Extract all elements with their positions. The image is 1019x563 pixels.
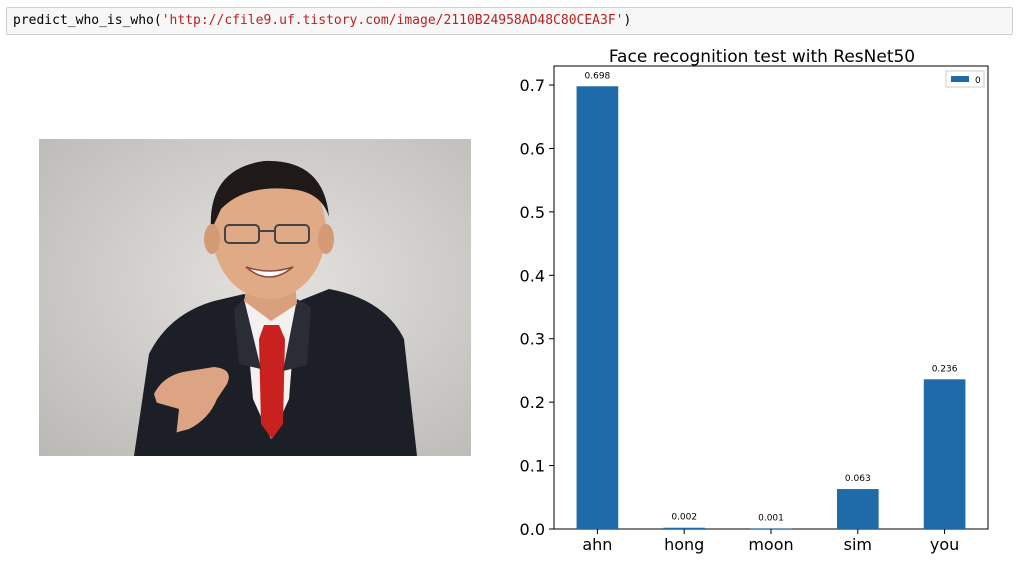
y-tick-label: 0.6 bbox=[520, 139, 545, 158]
data-label-hong: 0.002 bbox=[671, 513, 697, 523]
y-axis: 0.0 0.1 0.2 0.3 0.4 0.5 0.6 0.7 bbox=[520, 76, 554, 539]
y-tick-label: 0.5 bbox=[520, 203, 545, 222]
y-tick-label: 0.3 bbox=[520, 330, 545, 349]
legend-swatch bbox=[951, 76, 969, 82]
data-label-ahn: 0.698 bbox=[585, 71, 611, 81]
code-cell-input[interactable]: predict_who_is_who('http://cfile9.uf.tis… bbox=[6, 7, 1013, 35]
bar-sim bbox=[836, 489, 879, 529]
data-label-moon: 0.001 bbox=[758, 513, 784, 523]
x-tick-label-moon: moon bbox=[748, 535, 793, 554]
legend-label: 0 bbox=[975, 76, 981, 86]
plot-area-frame bbox=[553, 65, 989, 530]
x-tick-label-hong: hong bbox=[664, 535, 704, 554]
y-tick-label: 0.4 bbox=[520, 266, 545, 285]
code-function-call: predict_who_is_who( bbox=[13, 13, 162, 28]
y-tick-label: 0.2 bbox=[520, 393, 545, 412]
code-closing-paren: ) bbox=[623, 13, 632, 28]
face-photo bbox=[39, 139, 471, 456]
data-label-you: 0.236 bbox=[932, 364, 958, 374]
bars-group: 0.698 0.002 0.001 0.063 0.236 bbox=[576, 71, 966, 530]
x-tick-label-ahn: ahn bbox=[582, 535, 612, 554]
bar-chart: Face recognition test with ResNet50 0.00… bbox=[520, 47, 989, 554]
data-label-sim: 0.063 bbox=[845, 474, 871, 484]
bar-hong bbox=[663, 527, 706, 529]
x-tick-label-you: you bbox=[930, 535, 959, 554]
y-tick-label: 0.0 bbox=[520, 520, 545, 539]
bar-ahn bbox=[576, 86, 619, 529]
legend: 0 bbox=[945, 70, 985, 88]
y-tick-label: 0.7 bbox=[520, 76, 545, 95]
y-tick-label: 0.1 bbox=[520, 457, 545, 476]
bar-you bbox=[923, 379, 966, 529]
bar-moon bbox=[750, 528, 792, 530]
x-tick-label-sim: sim bbox=[844, 535, 872, 554]
x-axis: ahn hong moon sim you bbox=[582, 529, 959, 554]
chart-title: Face recognition test with ResNet50 bbox=[609, 47, 915, 67]
code-url-string: 'http://cfile9.uf.tistory.com/image/2110… bbox=[161, 13, 624, 28]
